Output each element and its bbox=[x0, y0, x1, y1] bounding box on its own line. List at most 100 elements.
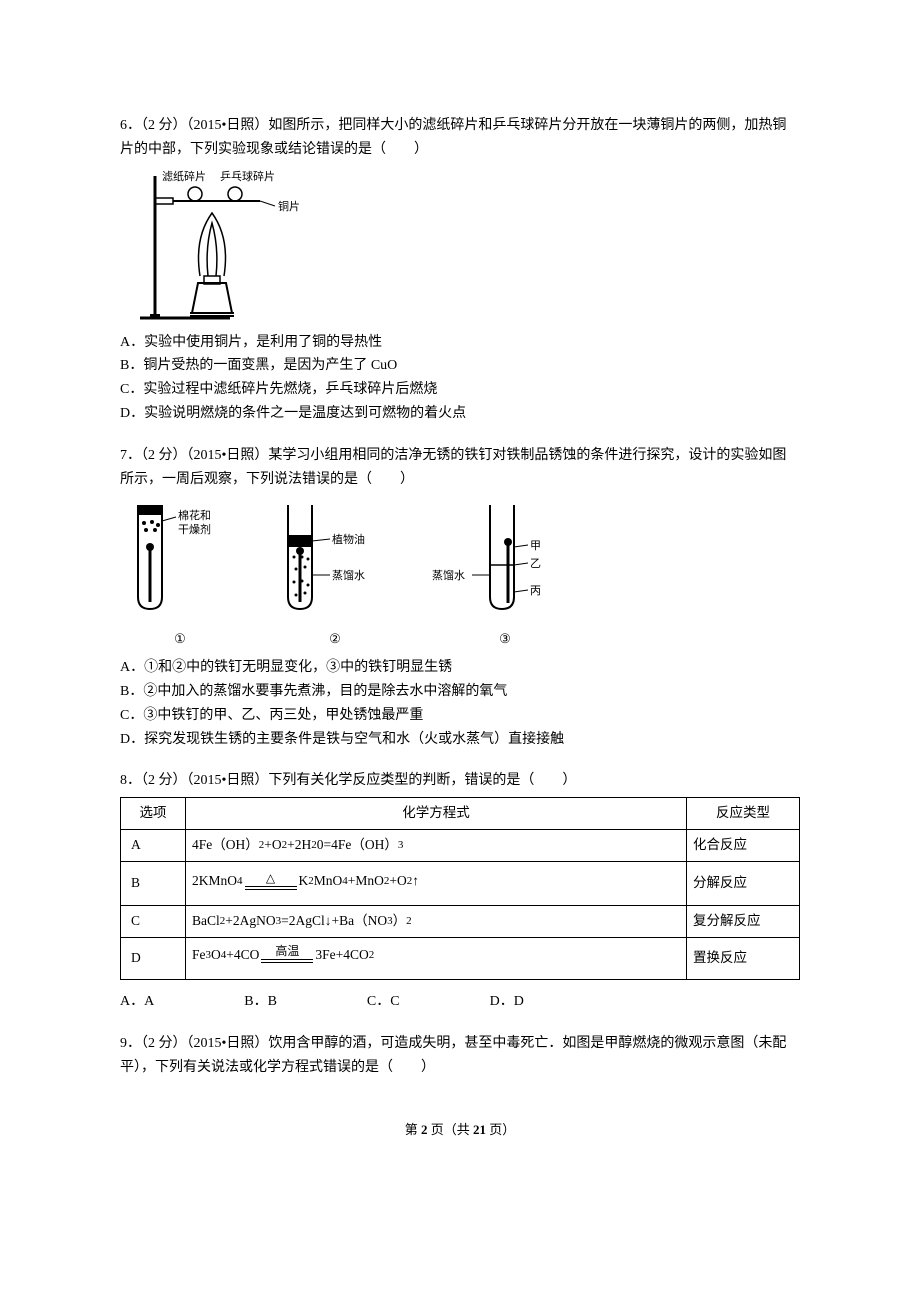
eq-d-ra: 3Fe+4CO bbox=[315, 944, 368, 967]
q6-figure: 滤纸碎片 乒乓球碎片 铜片 bbox=[120, 168, 800, 323]
q7-opt-a[interactable]: A．①和②中的铁钉无明显变化，③中的铁钉明显生锈 bbox=[120, 656, 800, 680]
q7-num-3: ③ bbox=[430, 628, 580, 650]
question-7: 7．（2 分）（2015•日照）某学习小组用相同的洁净无锈的铁钉对铁制品锈蚀的条… bbox=[120, 444, 800, 752]
q6-stem: 6．（2 分）（2015•日照）如图所示，把同样大小的滤纸碎片和乒乓球碎片分开放… bbox=[120, 114, 800, 162]
apparatus-icon: 滤纸碎片 乒乓球碎片 铜片 bbox=[120, 168, 310, 323]
table-row-b: B 2KMnO4 △ K2MnO4+MnO2+O2↑ 分解反应 bbox=[121, 862, 800, 906]
cell-type-b: 分解反应 bbox=[687, 862, 800, 906]
cell-opt-c: C bbox=[121, 906, 186, 938]
label-cotton: 棉花和 bbox=[178, 508, 211, 522]
test-tube-3-icon: 蒸馏水 甲 乙 丙 bbox=[430, 497, 580, 617]
test-tube-2-icon: 植物油 蒸馏水 bbox=[270, 497, 400, 617]
q7-opt-b[interactable]: B．②中加入的蒸馏水要事先煮沸，目的是除去水中溶解的氧气 bbox=[120, 680, 800, 704]
eq-d-rs1: 2 bbox=[369, 946, 375, 965]
q8-options: A．A B．B C．C D．D bbox=[120, 990, 800, 1014]
mark-bing: 丙 bbox=[530, 585, 541, 597]
q7-options: A．①和②中的铁钉无明显变化，③中的铁钉明显生锈 B．②中加入的蒸馏水要事先煮沸… bbox=[120, 656, 800, 751]
eq-c-2: +2AgNO bbox=[225, 910, 275, 933]
eq-c-1: BaCl bbox=[192, 910, 220, 933]
eq-a-4: 0=4Fe（OH） bbox=[317, 834, 398, 857]
q8-opt-c[interactable]: C．C bbox=[367, 990, 400, 1014]
th-equation: 化学方程式 bbox=[186, 798, 687, 830]
q7-tube-2: 植物油 蒸馏水 ② bbox=[270, 497, 400, 650]
th-type: 反应类型 bbox=[687, 798, 800, 830]
eq-d-l2: O bbox=[211, 944, 221, 967]
cell-eq-a: 4Fe（OH）2+O2+2H20=4Fe（OH）3 bbox=[186, 830, 687, 862]
cell-opt-d: D bbox=[121, 938, 186, 980]
question-6: 6．（2 分）（2015•日照）如图所示，把同样大小的滤纸碎片和乒乓球碎片分开放… bbox=[120, 114, 800, 426]
footer-pre: 第 bbox=[405, 1122, 421, 1137]
q7-opt-d[interactable]: D．探究发现铁生锈的主要条件是铁与空气和水（火或水蒸气）直接接触 bbox=[120, 728, 800, 752]
cell-type-a: 化合反应 bbox=[687, 830, 800, 862]
eq-b-cond: △ bbox=[245, 872, 297, 892]
cell-opt-a: A bbox=[121, 830, 186, 862]
label-filter-paper: 滤纸碎片 bbox=[162, 169, 206, 183]
q7-num-2: ② bbox=[270, 628, 400, 650]
mark-jia: 甲 bbox=[530, 540, 541, 552]
eq-b-ra: K bbox=[299, 870, 309, 893]
eq-a-3: +2H bbox=[287, 834, 311, 857]
table-header-row: 选项 化学方程式 反应类型 bbox=[121, 798, 800, 830]
table-row-a: A 4Fe（OH）2+O2+2H20=4Fe（OH）3 化合反应 bbox=[121, 830, 800, 862]
eq-b-cond-text: △ bbox=[266, 872, 275, 884]
cell-eq-d: Fe3O4+4CO 高温 3Fe+4CO2 bbox=[186, 938, 687, 980]
eq-a-2: +O bbox=[264, 834, 281, 857]
table-row-c: C BaCl2+2AgNO3=2AgCl↓+Ba（NO3）2 复分解反应 bbox=[121, 906, 800, 938]
eq-b-l: 2KMnO bbox=[192, 870, 237, 893]
q9-stem: 9．（2 分）（2015•日照）饮用含甲醇的酒，可造成失明，甚至中毒死亡．如图是… bbox=[120, 1032, 800, 1080]
q7-opt-c[interactable]: C．③中铁钉的甲、乙、丙三处，甲处锈蚀最严重 bbox=[120, 704, 800, 728]
footer-total: 21 bbox=[473, 1122, 486, 1137]
q7-figure: 棉花和 干燥剂 ① 植物油 蒸馏水 ② bbox=[120, 497, 800, 650]
q8-stem: 8．（2 分）（2015•日照）下列有关化学反应类型的判断，错误的是（ ） bbox=[120, 769, 800, 793]
footer-mid: 页（共 bbox=[427, 1122, 473, 1137]
label-water-2: 蒸馏水 bbox=[332, 568, 365, 582]
eq-b-rc: +MnO bbox=[348, 870, 384, 893]
eq-d-cond: 高温 bbox=[261, 945, 313, 965]
table-row-d: D Fe3O4+4CO 高温 3Fe+4CO2 置换反应 bbox=[121, 938, 800, 980]
label-desiccant: 干燥剂 bbox=[178, 522, 211, 536]
cell-type-d: 置换反应 bbox=[687, 938, 800, 980]
eq-b-ls: 4 bbox=[237, 872, 243, 891]
q7-tube-1: 棉花和 干燥剂 ① bbox=[120, 497, 240, 650]
eq-b-bar bbox=[245, 886, 297, 890]
q6-opt-c[interactable]: C．实验过程中滤纸碎片先燃烧，乒乓球碎片后燃烧 bbox=[120, 378, 800, 402]
label-copper-plate: 铜片 bbox=[278, 199, 300, 213]
eq-a-1: 4Fe（OH） bbox=[192, 834, 259, 857]
question-9: 9．（2 分）（2015•日照）饮用含甲醇的酒，可造成失明，甚至中毒死亡．如图是… bbox=[120, 1032, 800, 1080]
footer-post: 页） bbox=[486, 1122, 515, 1137]
eq-c-s4: 2 bbox=[406, 912, 412, 931]
mark-yi: 乙 bbox=[530, 557, 541, 570]
eq-d-l1: Fe bbox=[192, 944, 206, 967]
cell-eq-c: BaCl2+2AgNO3=2AgCl↓+Ba（NO3）2 bbox=[186, 906, 687, 938]
q6-options: A．实验中使用铜片，是利用了铜的导热性 B．铜片受热的一面变黑，是因为产生了 C… bbox=[120, 331, 800, 426]
eq-b-rb: MnO bbox=[314, 870, 343, 893]
q8-table: 选项 化学方程式 反应类型 A 4Fe（OH）2+O2+2H20=4Fe（OH）… bbox=[120, 797, 800, 980]
q7-num-1: ① bbox=[120, 628, 240, 650]
eq-c-4: ） bbox=[393, 910, 407, 933]
eq-d-cond-text: 高温 bbox=[275, 945, 299, 957]
q8-opt-b[interactable]: B．B bbox=[244, 990, 277, 1014]
q6-opt-b[interactable]: B．铜片受热的一面变黑，是因为产生了 CuO bbox=[120, 354, 800, 378]
q6-opt-d[interactable]: D．实验说明燃烧的条件之一是温度达到可燃物的着火点 bbox=[120, 402, 800, 426]
question-8: 8．（2 分）（2015•日照）下列有关化学反应类型的判断，错误的是（ ） 选项… bbox=[120, 769, 800, 1013]
label-water-3: 蒸馏水 bbox=[432, 568, 465, 582]
q6-opt-a[interactable]: A．实验中使用铜片，是利用了铜的导热性 bbox=[120, 331, 800, 355]
q8-opt-d[interactable]: D．D bbox=[490, 990, 524, 1014]
cell-type-c: 复分解反应 bbox=[687, 906, 800, 938]
eq-d-bar bbox=[261, 959, 313, 963]
test-tube-1-icon: 棉花和 干燥剂 bbox=[120, 497, 240, 617]
cell-eq-b: 2KMnO4 △ K2MnO4+MnO2+O2↑ bbox=[186, 862, 687, 906]
label-pingpong: 乒乓球碎片 bbox=[220, 169, 275, 183]
q7-tube-3: 蒸馏水 甲 乙 丙 ③ bbox=[430, 497, 580, 650]
eq-d-l3: +4CO bbox=[226, 944, 259, 967]
cell-opt-b: B bbox=[121, 862, 186, 906]
th-option: 选项 bbox=[121, 798, 186, 830]
eq-a-s4: 3 bbox=[398, 836, 404, 855]
eq-c-3: =2AgCl↓+Ba（NO bbox=[281, 910, 387, 933]
q7-stem: 7．（2 分）（2015•日照）某学习小组用相同的洁净无锈的铁钉对铁制品锈蚀的条… bbox=[120, 444, 800, 492]
q8-opt-a[interactable]: A．A bbox=[120, 990, 154, 1014]
eq-b-re: ↑ bbox=[412, 870, 419, 893]
page-footer: 第 2 页（共 21 页） bbox=[120, 1119, 800, 1141]
eq-b-rd: +O bbox=[389, 870, 406, 893]
label-oil: 植物油 bbox=[332, 532, 365, 546]
